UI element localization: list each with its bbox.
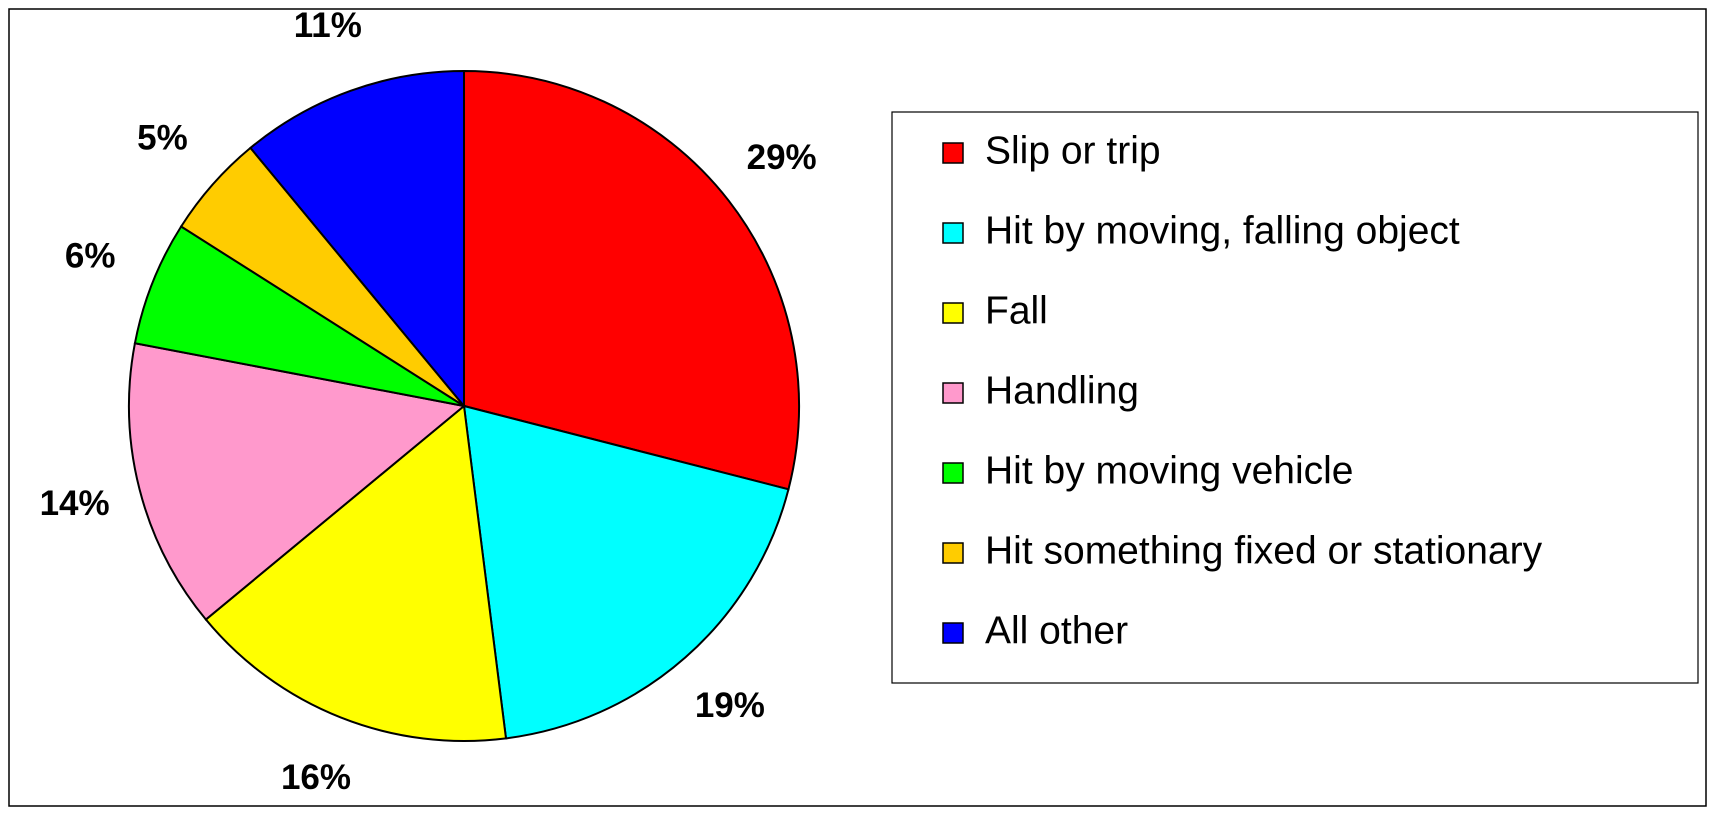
legend-label: Handling (985, 369, 1139, 412)
pie-slice (133, 225, 465, 407)
pie-slice (462, 404, 790, 740)
pie-slice (249, 69, 465, 409)
data-label: 5% (137, 118, 188, 157)
data-label: 16% (281, 758, 351, 797)
legend-box (891, 111, 1699, 684)
pie-slice (128, 342, 467, 621)
legend-label: Fall (985, 289, 1048, 332)
data-label: 19% (695, 686, 765, 725)
legend-label: All other (985, 609, 1128, 652)
data-label: 6% (65, 236, 116, 275)
legend-label: Hit by moving, falling object (985, 209, 1460, 252)
legend-label: Hit by moving vehicle (985, 449, 1353, 492)
pie-slice (204, 404, 508, 742)
legend-swatch (942, 142, 964, 164)
legend-label: Slip or trip (985, 129, 1161, 172)
legend-swatch (942, 382, 964, 404)
pie-slice (463, 69, 800, 491)
data-label: 14% (40, 484, 110, 523)
legend-label: Hit something fixed or stationary (985, 529, 1543, 572)
legend-swatch (942, 542, 964, 564)
legend-swatch (942, 462, 964, 484)
legend-swatch (942, 622, 964, 644)
legend-swatch (942, 222, 964, 244)
data-label: 29% (747, 138, 817, 177)
data-label: 11% (294, 6, 362, 45)
legend-swatch (942, 302, 964, 324)
